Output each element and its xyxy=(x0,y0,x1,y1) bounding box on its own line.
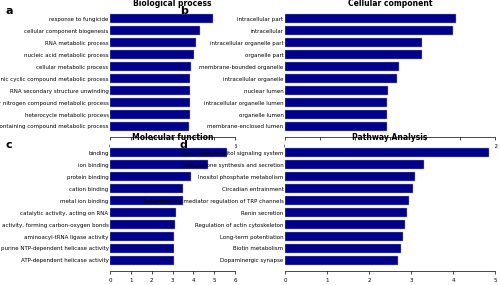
Title: Molecular function: Molecular function xyxy=(132,133,213,142)
Text: c: c xyxy=(5,140,12,150)
Bar xyxy=(110,172,191,181)
Text: a: a xyxy=(5,6,12,16)
Bar xyxy=(110,62,191,71)
Bar xyxy=(110,160,208,169)
Bar xyxy=(110,38,196,47)
Bar xyxy=(285,208,407,217)
Bar xyxy=(285,14,456,23)
Bar xyxy=(285,110,388,119)
Bar xyxy=(110,74,190,83)
X-axis label: Enrichment Score (-log10(Pvalue)): Enrichment Score (-log10(Pvalue)) xyxy=(125,155,220,160)
Bar xyxy=(285,148,488,157)
X-axis label: Enrichment Score (-log10(Pvalue)): Enrichment Score (-log10(Pvalue)) xyxy=(342,155,438,160)
Text: d: d xyxy=(180,140,188,150)
Bar xyxy=(110,220,174,229)
Bar xyxy=(285,50,422,59)
Bar xyxy=(285,232,403,241)
Bar xyxy=(110,208,176,217)
Text: b: b xyxy=(180,6,188,16)
Bar xyxy=(285,220,405,229)
Title: Biological process: Biological process xyxy=(133,0,212,8)
Bar xyxy=(110,196,183,205)
Bar xyxy=(285,172,415,181)
Bar xyxy=(110,232,174,241)
Bar xyxy=(285,244,401,253)
Bar xyxy=(285,256,399,265)
Bar xyxy=(285,122,386,131)
Bar xyxy=(110,14,213,23)
Bar xyxy=(285,184,413,193)
Bar xyxy=(110,110,190,119)
Bar xyxy=(285,38,422,47)
Title: Pathway Analysis: Pathway Analysis xyxy=(352,133,428,142)
Bar xyxy=(285,62,399,71)
Bar xyxy=(110,86,190,95)
Bar xyxy=(110,50,194,59)
Bar xyxy=(285,196,409,205)
Bar xyxy=(110,122,189,131)
Bar xyxy=(285,74,397,83)
Bar xyxy=(110,184,183,193)
Bar xyxy=(285,160,424,169)
Bar xyxy=(285,86,388,95)
Bar xyxy=(110,148,226,157)
Bar xyxy=(110,256,174,265)
Title: Cellular component: Cellular component xyxy=(348,0,432,8)
Bar xyxy=(285,26,453,35)
Bar xyxy=(110,26,200,35)
Bar xyxy=(110,98,190,107)
Bar xyxy=(285,98,388,107)
Bar xyxy=(110,244,174,253)
